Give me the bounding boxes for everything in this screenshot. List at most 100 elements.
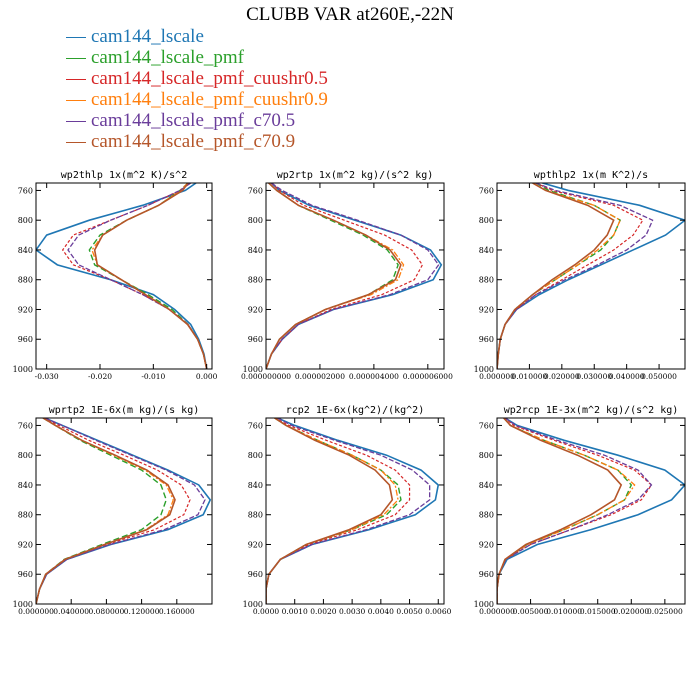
series-group xyxy=(497,183,685,369)
legend-entry: cam144_lscale xyxy=(66,26,328,47)
x-tick-label: 0.000004000 xyxy=(349,372,399,381)
series-line xyxy=(497,418,633,604)
y-tick-label: 960 xyxy=(479,570,494,579)
legend-entry: cam144_lscale_pmf xyxy=(66,47,328,68)
x-tick-label: 0.0000 xyxy=(253,607,279,616)
y-tick-label: 840 xyxy=(18,481,33,490)
series-line xyxy=(266,418,431,604)
legend-swatch xyxy=(66,58,86,59)
x-tick-label: -0.010 xyxy=(141,372,165,381)
legend-swatch xyxy=(66,37,86,38)
x-tick-label: 0.040000 xyxy=(609,372,645,381)
y-tick-label: 840 xyxy=(479,246,494,255)
y-tick-label: 800 xyxy=(18,451,33,460)
y-tick-label: 760 xyxy=(18,421,33,430)
series-line xyxy=(497,183,644,369)
x-tick-label: 0.000006000 xyxy=(403,372,453,381)
y-tick-label: 960 xyxy=(18,335,33,344)
y-tick-label: 760 xyxy=(18,186,33,195)
series-group xyxy=(36,183,208,369)
y-tick-label: 760 xyxy=(479,186,494,195)
legend-label: cam144_lscale_pmf_c70.5 xyxy=(91,109,296,131)
y-tick-label: 800 xyxy=(248,216,263,225)
y-tick-label: 880 xyxy=(479,276,494,285)
series-line xyxy=(497,183,654,369)
series-line xyxy=(266,183,443,369)
series-line xyxy=(266,418,394,604)
y-tick-label: 1000 xyxy=(13,365,33,374)
series-group xyxy=(497,418,685,604)
legend-label: cam144_lscale_pmf_cuushr0.5 xyxy=(91,67,328,89)
plot-frame xyxy=(496,417,686,605)
x-tick-label: 0.0060 xyxy=(425,607,451,616)
y-tick-label: 920 xyxy=(248,540,263,549)
y-tick-label: 920 xyxy=(18,305,33,314)
x-tick-label: 0.160000 xyxy=(159,607,195,616)
x-tick-label: 0.000000 xyxy=(479,607,515,616)
x-tick-label: 0.010000 xyxy=(546,607,582,616)
series-line xyxy=(266,183,440,369)
legend-label: cam144_lscale xyxy=(91,25,204,47)
y-tick-label: 800 xyxy=(479,451,494,460)
series-line xyxy=(266,183,405,369)
y-tick-label: 880 xyxy=(248,276,263,285)
x-tick-label: 0.0030 xyxy=(339,607,365,616)
series-group xyxy=(266,183,443,369)
subplot-title: wp2rtp 1x(m^2 kg)/(s^2 kg) xyxy=(277,170,434,181)
x-tick-label: 0.0050 xyxy=(396,607,422,616)
series-line xyxy=(91,183,208,369)
y-tick-label: 920 xyxy=(479,540,494,549)
legend-swatch xyxy=(66,142,86,143)
y-tick-label: 800 xyxy=(248,451,263,460)
x-tick-label: 0.040000 xyxy=(53,607,89,616)
series-line xyxy=(266,418,402,604)
plot-frame xyxy=(35,182,213,370)
series-line xyxy=(266,183,424,369)
x-tick-label: 0.010000 xyxy=(512,372,548,381)
series-line xyxy=(36,418,174,604)
x-tick-label: 0.000000 xyxy=(18,607,54,616)
subplot: wpthlp2 1x(m K^2)/s 760 800 840 880 920 960 100… xyxy=(474,170,686,381)
series-line xyxy=(36,418,206,604)
series-line xyxy=(497,183,615,369)
series-line xyxy=(36,418,167,604)
series-line xyxy=(266,183,402,369)
y-tick-label: 1000 xyxy=(474,600,494,609)
x-tick-label: 0.030000 xyxy=(576,372,612,381)
subplot: rcp2 1E-6x(kg^2)/(kg^2) 760 800 840 880 920 96… xyxy=(243,405,452,616)
y-tick-label: 880 xyxy=(18,276,33,285)
x-tick-label: 0.080000 xyxy=(89,607,125,616)
y-tick-label: 960 xyxy=(18,570,33,579)
y-tick-label: 1000 xyxy=(474,365,494,374)
y-tick-label: 840 xyxy=(18,246,33,255)
legend-label: cam144_lscale_pmf_cuushr0.9 xyxy=(91,88,328,110)
x-tick-label: 0.000000 xyxy=(479,372,515,381)
subplot-title: wp2rcp 1E-3x(m^2 kg)/(s^2 kg) xyxy=(504,405,679,416)
series-line xyxy=(36,418,176,604)
y-tick-label: 920 xyxy=(18,540,33,549)
y-tick-label: 1000 xyxy=(243,600,263,609)
series-line xyxy=(497,418,685,604)
legend-swatch xyxy=(66,79,86,80)
y-tick-label: 1000 xyxy=(13,600,33,609)
y-tick-label: 960 xyxy=(248,335,263,344)
x-tick-label: 0.000000000 xyxy=(241,372,291,381)
x-tick-label: 0.020000 xyxy=(544,372,580,381)
y-tick-label: 840 xyxy=(248,246,263,255)
legend-label: cam144_lscale_pmf_c70.9 xyxy=(91,130,296,152)
y-tick-label: 800 xyxy=(18,216,33,225)
series-line xyxy=(497,418,623,604)
y-tick-label: 840 xyxy=(479,481,494,490)
series-line xyxy=(497,183,685,369)
series-line xyxy=(36,183,208,369)
x-tick-label: 0.000 xyxy=(196,372,218,381)
subplot-title: wp2thlp 1x(m^2 K)/s^2 xyxy=(61,170,187,181)
subplot: wprtp2 1E-6x(m kg)/(s kg) 760 800 840 880 920… xyxy=(13,405,213,616)
legend: cam144_lscale cam144_lscale_pmf cam144_lsc… xyxy=(66,26,328,152)
subplot-title: wpthlp2 1x(m K^2)/s xyxy=(534,170,648,181)
series-group xyxy=(266,418,440,604)
y-tick-label: 920 xyxy=(479,305,494,314)
plot-frame xyxy=(265,417,445,605)
y-tick-label: 760 xyxy=(248,421,263,430)
